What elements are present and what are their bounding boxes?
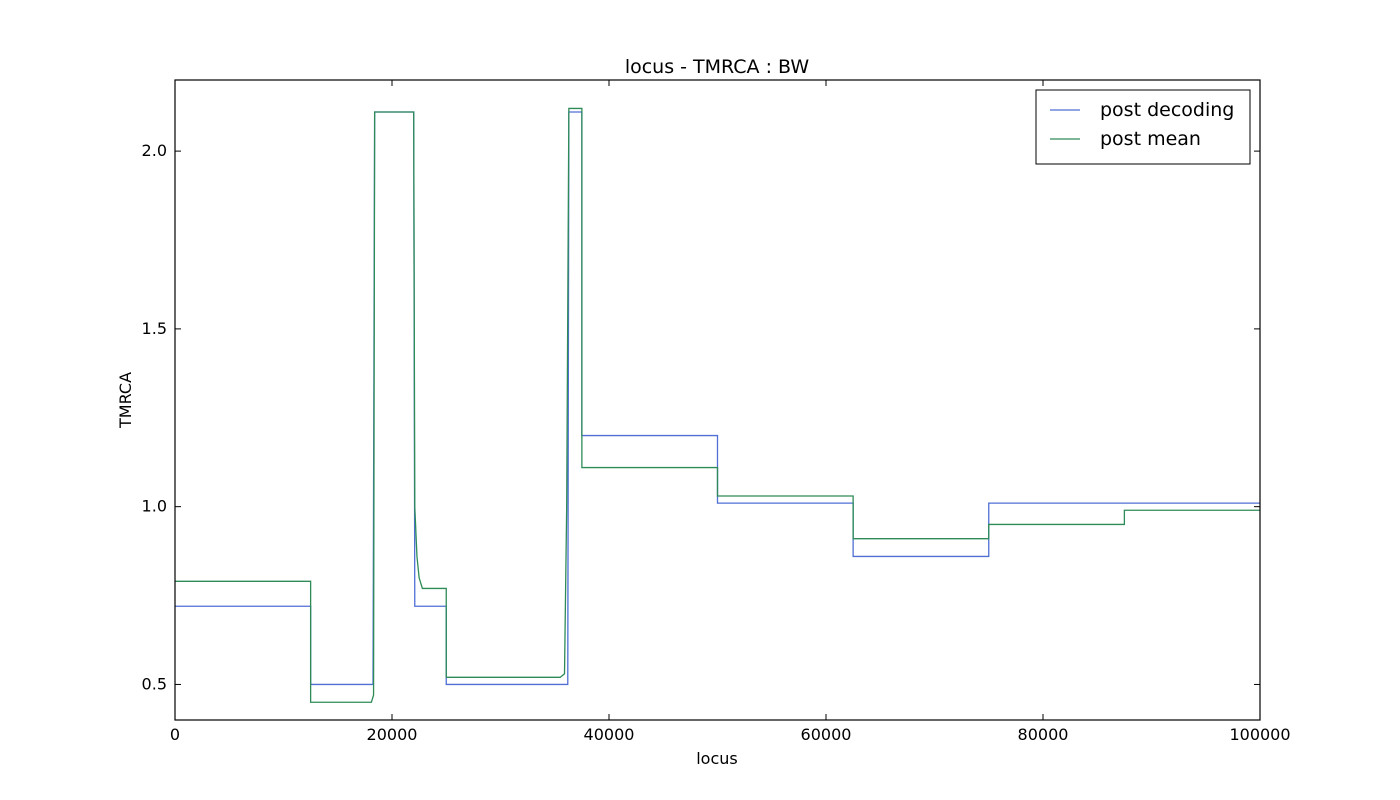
plot-frame — [174, 79, 1261, 721]
x-tick-label: 80000 — [1018, 725, 1069, 744]
y-tick-label: 2.0 — [142, 141, 167, 160]
series-line-2 — [175, 107, 1260, 703]
legend-label: post mean — [1100, 128, 1201, 150]
x-axis-label: locus — [696, 749, 738, 768]
x-tick-label: 60000 — [801, 725, 852, 744]
y-tick-label: 1.0 — [142, 497, 167, 516]
series-line-1 — [175, 111, 1260, 686]
y-axis-label: TMRCA — [116, 372, 135, 429]
legend-label: post decoding — [1100, 99, 1234, 121]
legend-box — [1035, 89, 1251, 165]
series-layer — [175, 107, 1260, 703]
y-tick-label: 0.5 — [142, 674, 167, 693]
x-tick-label: 20000 — [367, 725, 418, 744]
x-tick-label: 0 — [170, 725, 180, 744]
y-tick-label: 1.5 — [142, 319, 167, 338]
legend: post decoding post mean — [1035, 89, 1251, 165]
chart-title: locus - TMRCA : BW — [625, 56, 810, 78]
x-tick-label: 40000 — [584, 725, 635, 744]
axes-layer: 0 20000 40000 60000 80000 100000 0.5 1.0 1.5 2.0 — [142, 80, 1291, 744]
x-tick-label: 100000 — [1229, 725, 1290, 744]
